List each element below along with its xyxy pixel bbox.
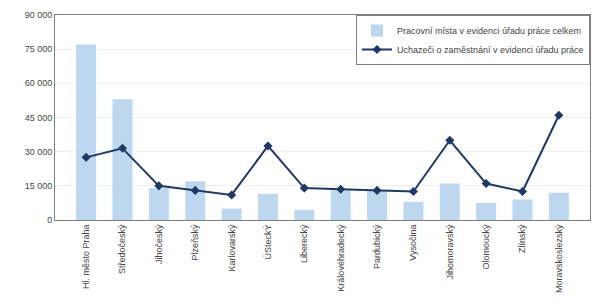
svg-text:90 000: 90 000 bbox=[25, 10, 53, 20]
svg-text:60 000: 60 000 bbox=[25, 78, 53, 88]
svg-text:30 000: 30 000 bbox=[25, 147, 53, 157]
svg-text:Plzeňský: Plzeňský bbox=[190, 224, 200, 261]
svg-text:0: 0 bbox=[47, 215, 52, 225]
svg-text:Zlínský: Zlínský bbox=[517, 224, 527, 253]
svg-text:Jihomoravský: Jihomoravský bbox=[445, 224, 455, 280]
svg-text:Uchazeči o zaměstnání v eviden: Uchazeči o zaměstnání v evidenci úřadu p… bbox=[397, 45, 584, 55]
svg-text:Královéhradecký: Královéhradecký bbox=[336, 224, 346, 292]
svg-text:Vysočina: Vysočina bbox=[408, 225, 418, 261]
svg-text:ÚSteckÝ: ÚSteckÝ bbox=[263, 225, 273, 260]
svg-text:Liberecký: Liberecký bbox=[299, 224, 309, 263]
svg-text:45 000: 45 000 bbox=[25, 113, 53, 123]
svg-text:Jihočeský: Jihočeský bbox=[154, 224, 164, 264]
svg-text:Pardubický: Pardubický bbox=[372, 224, 382, 269]
svg-text:15 000: 15 000 bbox=[25, 181, 53, 191]
svg-text:75 000: 75 000 bbox=[25, 44, 53, 54]
svg-text:Středočeský: Středočeský bbox=[117, 224, 127, 274]
svg-text:Pracovní místa v evidenci úřad: Pracovní místa v evidenci úřadu práce ce… bbox=[397, 26, 581, 36]
svg-text:Olomoucký: Olomoucký bbox=[481, 224, 491, 270]
svg-text:Moravskoslezský: Moravskoslezský bbox=[554, 224, 564, 293]
svg-text:Hl. město Praha: Hl. město Praha bbox=[81, 225, 91, 290]
svg-text:Karlovarský: Karlovarský bbox=[227, 224, 237, 272]
